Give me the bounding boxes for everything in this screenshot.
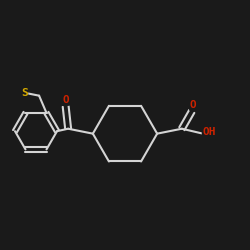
Text: OH: OH <box>202 128 216 138</box>
Text: O: O <box>62 95 69 105</box>
Text: O: O <box>190 100 196 110</box>
Text: S: S <box>21 88 28 98</box>
